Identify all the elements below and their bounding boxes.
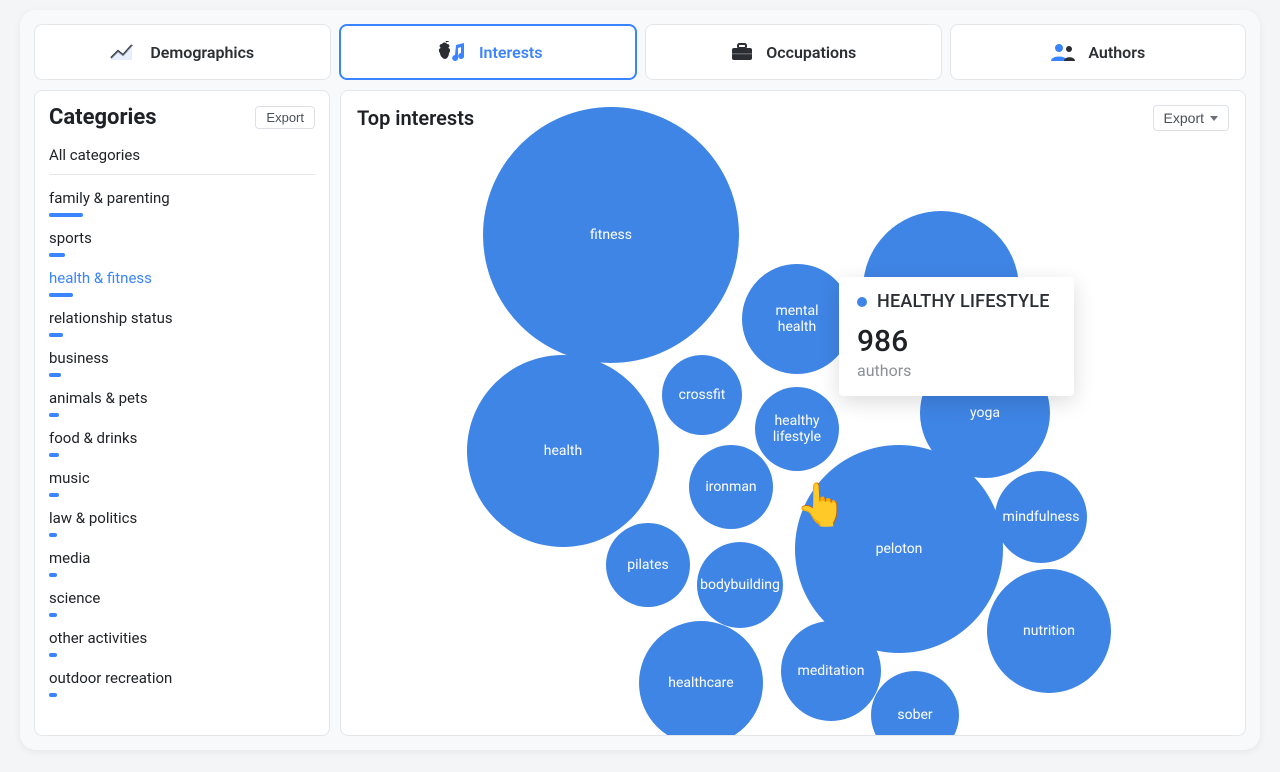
category-bar xyxy=(49,253,65,257)
bubble-mental-health[interactable]: mentalhealth xyxy=(742,264,852,374)
category-bar xyxy=(49,293,73,297)
bubble-healthy-lifestyle[interactable]: healthylifestyle xyxy=(755,387,839,471)
bubble-label: sober xyxy=(897,707,932,723)
bubble-fitness[interactable]: fitness xyxy=(483,107,739,363)
category-law-politics[interactable]: law & politics xyxy=(49,501,315,541)
tooltip-title: HEALTHY LIFESTYLE xyxy=(877,291,1050,312)
category-science[interactable]: science xyxy=(49,581,315,621)
app-frame: Demographics Interests Occupations Autho… xyxy=(20,10,1260,750)
interests-icon xyxy=(433,41,467,63)
categories-export-button[interactable]: Export xyxy=(255,106,315,129)
category-relationship-status[interactable]: relationship status xyxy=(49,301,315,341)
bubble-sober[interactable]: sober xyxy=(871,671,959,736)
category-label: media xyxy=(49,549,315,567)
category-label: music xyxy=(49,469,315,487)
category-bar xyxy=(49,213,83,217)
top-interests-title: Top interests xyxy=(357,106,474,130)
category-label: business xyxy=(49,349,315,367)
bubble-nutrition[interactable]: nutrition xyxy=(987,569,1111,693)
category-bar xyxy=(49,413,59,417)
category-label: animals & pets xyxy=(49,389,315,407)
bubble-label: crossfit xyxy=(679,387,726,403)
tooltip-sub: authors xyxy=(857,361,1050,380)
category-media[interactable]: media xyxy=(49,541,315,581)
category-label: relationship status xyxy=(49,309,315,327)
category-bar xyxy=(49,533,57,537)
bubble-label: healthylifestyle xyxy=(773,413,821,445)
bubble-healthcare[interactable]: healthcare xyxy=(639,621,763,736)
categories-divider xyxy=(49,174,315,175)
bubble-label: peloton xyxy=(876,541,923,557)
category-label: law & politics xyxy=(49,509,315,527)
category-bar xyxy=(49,693,57,697)
tooltip-dot-icon xyxy=(857,297,867,307)
bubble-label: health xyxy=(544,443,582,459)
top-interests-export-button[interactable]: Export xyxy=(1153,105,1229,131)
caret-down-icon xyxy=(1210,116,1218,121)
bubble-meditation[interactable]: meditation xyxy=(781,621,881,721)
category-label: outdoor recreation xyxy=(49,669,315,687)
category-bar xyxy=(49,453,59,457)
top-interests-panel: Top interests Export fitness health mental… xyxy=(340,90,1246,736)
occupations-icon xyxy=(730,42,754,62)
tooltip-value: 986 xyxy=(857,324,1050,359)
export-label: Export xyxy=(1164,110,1204,126)
bubble-label: fitness xyxy=(590,227,632,243)
category-label: other activities xyxy=(49,629,315,647)
category-food-drinks[interactable]: food & drinks xyxy=(49,421,315,461)
tab-label: Interests xyxy=(479,43,543,62)
categories-panel: Categories Export All categories family … xyxy=(34,90,330,736)
tab-label: Authors xyxy=(1088,43,1145,62)
bubble-tooltip: HEALTHY LIFESTYLE 986 authors xyxy=(839,277,1074,396)
category-bar xyxy=(49,333,63,337)
category-label: science xyxy=(49,589,315,607)
category-bar xyxy=(49,493,59,497)
tab-occupations[interactable]: Occupations xyxy=(645,24,942,80)
bubble-ironman[interactable]: ironman xyxy=(689,445,773,529)
categories-title: Categories xyxy=(49,105,157,130)
demographics-icon xyxy=(110,42,138,62)
tab-demographics[interactable]: Demographics xyxy=(34,24,331,80)
bubble-label: mentalhealth xyxy=(775,303,818,335)
authors-icon xyxy=(1050,42,1076,62)
tab-label: Occupations xyxy=(766,43,856,62)
content-row: Categories Export All categories family … xyxy=(34,90,1246,736)
category-animals-pets[interactable]: animals & pets xyxy=(49,381,315,421)
categories-list: All categories family & parenting sports… xyxy=(49,140,315,701)
bubble-chart[interactable]: fitness health mentalhealth crossfit healthy… xyxy=(341,131,1245,735)
category-all[interactable]: All categories xyxy=(49,140,315,174)
category-label: food & drinks xyxy=(49,429,315,447)
bubble-label: pilates xyxy=(627,557,669,573)
category-label: sports xyxy=(49,229,315,247)
category-business[interactable]: business xyxy=(49,341,315,381)
bubble-bodybuilding[interactable]: bodybuilding xyxy=(697,542,783,628)
tab-label: Demographics xyxy=(150,43,254,62)
bubble-label: bodybuilding xyxy=(700,577,780,593)
bubble-label: ironman xyxy=(705,479,756,495)
category-label: family & parenting xyxy=(49,189,315,207)
category-health-fitness[interactable]: health & fitness xyxy=(49,261,315,301)
tabs: Demographics Interests Occupations Autho… xyxy=(34,24,1246,80)
bubble-label: yoga xyxy=(970,405,1000,421)
category-family-parenting[interactable]: family & parenting xyxy=(49,181,315,221)
category-music[interactable]: music xyxy=(49,461,315,501)
tab-authors[interactable]: Authors xyxy=(950,24,1247,80)
bubble-pilates[interactable]: pilates xyxy=(606,523,690,607)
category-other-activities[interactable]: other activities xyxy=(49,621,315,661)
category-bar xyxy=(49,613,57,617)
bubble-mindfulness[interactable]: mindfulness xyxy=(995,471,1087,563)
bubble-label: nutrition xyxy=(1023,623,1075,639)
bubble-label: healthcare xyxy=(668,675,733,691)
bubble-crossfit[interactable]: crossfit xyxy=(662,355,742,435)
category-bar xyxy=(49,373,61,377)
category-outdoor-recreation[interactable]: outdoor recreation xyxy=(49,661,315,701)
category-sports[interactable]: sports xyxy=(49,221,315,261)
category-bar xyxy=(49,653,57,657)
tab-interests[interactable]: Interests xyxy=(339,24,638,80)
bubble-label: mindfulness xyxy=(1003,509,1080,525)
bubble-health[interactable]: health xyxy=(467,355,659,547)
category-label: health & fitness xyxy=(49,269,315,287)
bubble-label: meditation xyxy=(798,663,865,679)
category-bar xyxy=(49,573,57,577)
